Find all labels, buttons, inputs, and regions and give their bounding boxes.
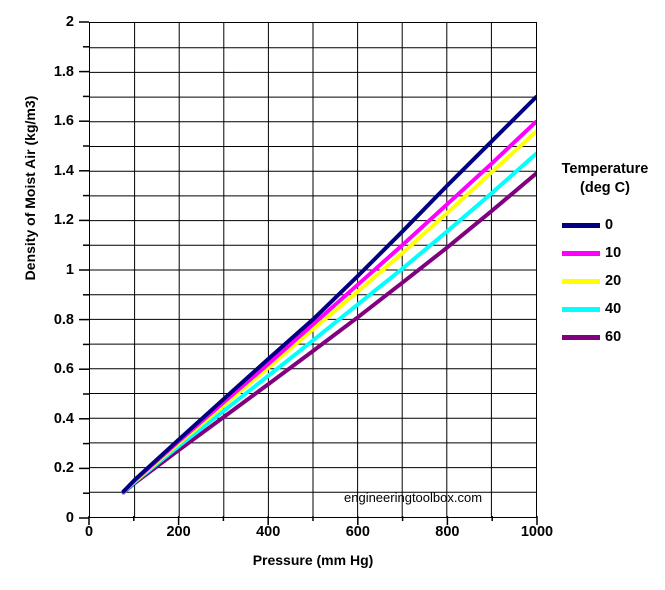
x-axis-tick-labels: 0 200 400 600 800 1000 bbox=[85, 516, 553, 550]
y-tick-label: 0.2 bbox=[53, 460, 74, 477]
y-axis-title: Density of Moist Air (kg/m3) bbox=[22, 95, 38, 281]
x-tick-label: 600 bbox=[345, 524, 370, 540]
legend-title-line-2: (deg C) bbox=[580, 180, 630, 196]
y-tick-label: 0 bbox=[65, 510, 74, 526]
watermark-label: engineeringtoolbox.com bbox=[344, 490, 483, 505]
y-tick-label: 0.6 bbox=[53, 361, 74, 378]
y-tick-label: 1.6 bbox=[53, 113, 74, 130]
legend-title-line-1: Temperature bbox=[561, 161, 649, 177]
legend-color-swatch bbox=[562, 250, 600, 256]
legend-entry: 10 bbox=[546, 239, 664, 267]
legend-entry-label: 20 bbox=[605, 273, 622, 289]
x-axis-title: Pressure (mm Hg) bbox=[252, 552, 374, 568]
y-tick-label: 1 bbox=[65, 262, 74, 278]
legend-entry: 60 bbox=[546, 323, 664, 351]
legend-entry: 20 bbox=[546, 267, 664, 295]
y-tick-label: 0.8 bbox=[53, 311, 74, 328]
x-tick-label: 0 bbox=[84, 524, 94, 540]
plot-area bbox=[89, 22, 537, 518]
x-axis-ticks bbox=[88, 516, 538, 525]
y-tick-label: 1.8 bbox=[53, 63, 74, 80]
legend: Temperature (deg C) 0 10 20 40 60 bbox=[546, 160, 664, 351]
legend-entry: 0 bbox=[546, 211, 664, 239]
y-tick-label: 0.4 bbox=[53, 410, 74, 427]
y-axis-ticks bbox=[79, 21, 89, 519]
legend-entry: 40 bbox=[546, 295, 664, 323]
legend-entries: 0 10 20 40 60 bbox=[546, 211, 664, 351]
x-tick-label: 1000 bbox=[520, 524, 554, 540]
data-series-layer bbox=[121, 95, 536, 495]
legend-color-swatch bbox=[562, 222, 600, 228]
legend-color-swatch bbox=[562, 278, 600, 284]
legend-entry-label: 10 bbox=[605, 245, 622, 261]
legend-color-swatch bbox=[562, 306, 600, 312]
x-tick-label: 800 bbox=[435, 524, 460, 540]
series-line-60 bbox=[121, 171, 536, 495]
legend-entry-label: 60 bbox=[605, 329, 622, 345]
y-tick-label: 1.2 bbox=[53, 212, 74, 229]
legend-color-swatch bbox=[562, 334, 600, 340]
series-line-0 bbox=[121, 95, 536, 494]
series-line-40 bbox=[121, 151, 536, 495]
gridlines bbox=[90, 23, 536, 517]
y-tick-label: 2 bbox=[65, 14, 74, 30]
y-axis-tick-labels: 2 1.8 1.6 1.4 1.2 1 0.8 0.6 0.4 0.2 0 bbox=[0, 14, 89, 526]
legend-entry-label: 40 bbox=[605, 301, 622, 317]
x-tick-label: 200 bbox=[166, 524, 191, 540]
y-tick-label: 1.4 bbox=[53, 162, 74, 179]
x-tick-label: 400 bbox=[256, 524, 281, 540]
legend-entry-label: 0 bbox=[605, 217, 614, 233]
